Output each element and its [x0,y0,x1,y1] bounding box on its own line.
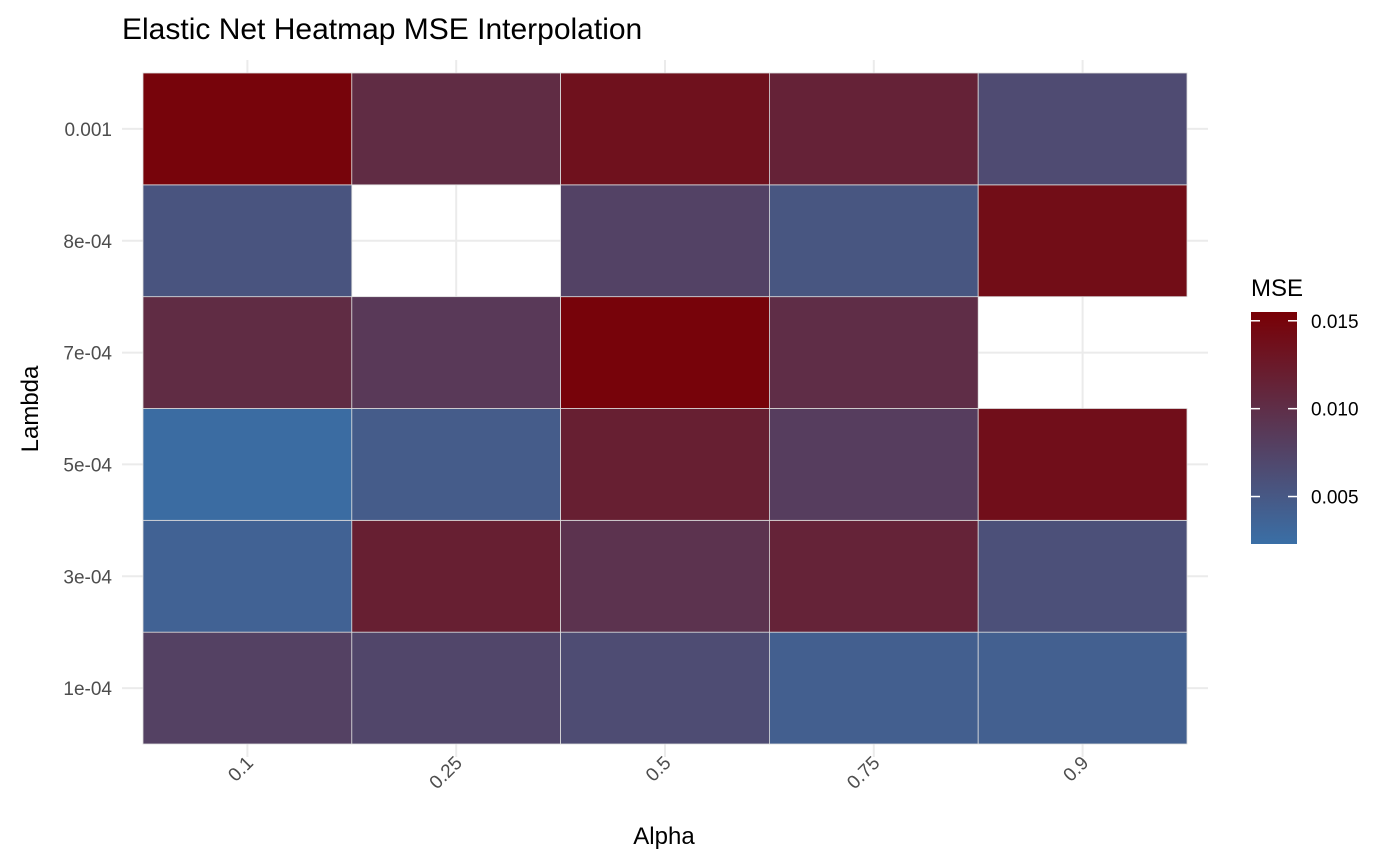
x-tick-label: 0.75 [843,753,884,794]
heatmap-cell [560,72,770,186]
heatmap-cell [977,408,1188,521]
heatmap-cell [351,72,561,186]
heatmap-cell [977,631,1188,745]
y-tick-label: 5e-04 [63,455,112,476]
y-tick-label: 1e-04 [63,679,112,700]
x-tick-label: 0.25 [426,753,467,794]
heatmap-cell [142,631,353,745]
heatmap-cell [769,72,979,186]
heatmap-cells [142,72,1188,745]
x-axis-tick-labels: 0.1 0.25 0.5 0.75 0.9 [224,753,1093,794]
heatmap-cell [142,296,353,409]
heatmap-cell [560,408,770,521]
heatmap-cell [142,408,353,521]
heatmap-cell [142,184,353,298]
heatmap-cell [351,519,561,633]
heatmap-cell [351,296,561,409]
heatmap-cell [977,72,1188,186]
heatmap-cell [769,631,979,745]
color-legend: MSE 0.005 0.010 0.015 [1251,275,1359,544]
legend-color-bar [1251,312,1297,544]
y-axis-tick-labels: 1e-04 3e-04 5e-04 7e-04 8e-04 0.001 [63,120,112,700]
heatmap-cell [769,519,979,633]
heatmap-cell [769,184,979,298]
x-tick-label: 0.1 [224,753,258,787]
heatmap-cell [769,408,979,521]
y-tick-label: 7e-04 [63,344,112,365]
x-axis-title: Alpha [633,823,695,850]
heatmap-cell [560,631,770,745]
heatmap-cell [560,184,770,298]
heatmap-cell [977,519,1188,633]
legend-tick-label: 0.015 [1311,312,1359,333]
legend-ticks: 0.005 0.010 0.015 [1251,312,1359,509]
legend-tick-label: 0.005 [1311,488,1359,509]
y-axis-title: Lambda [17,365,44,452]
legend-title: MSE [1251,275,1303,302]
legend-tick-label: 0.010 [1311,400,1359,421]
heatmap-cell [351,631,561,745]
heatmap-cell [351,408,561,521]
x-tick-label: 0.5 [642,753,676,787]
heatmap-cell [769,296,979,409]
heatmap-cell [977,184,1188,298]
heatmap-cell [142,72,353,186]
heatmap-cell [142,519,353,633]
x-tick-label: 0.9 [1060,753,1094,787]
y-tick-label: 3e-04 [63,567,112,588]
heatmap-cell [560,519,770,633]
chart-title: Elastic Net Heatmap MSE Interpolation [122,13,642,46]
heatmap-cell [560,296,770,409]
y-tick-label: 8e-04 [63,232,112,253]
y-tick-label: 0.001 [64,120,112,141]
